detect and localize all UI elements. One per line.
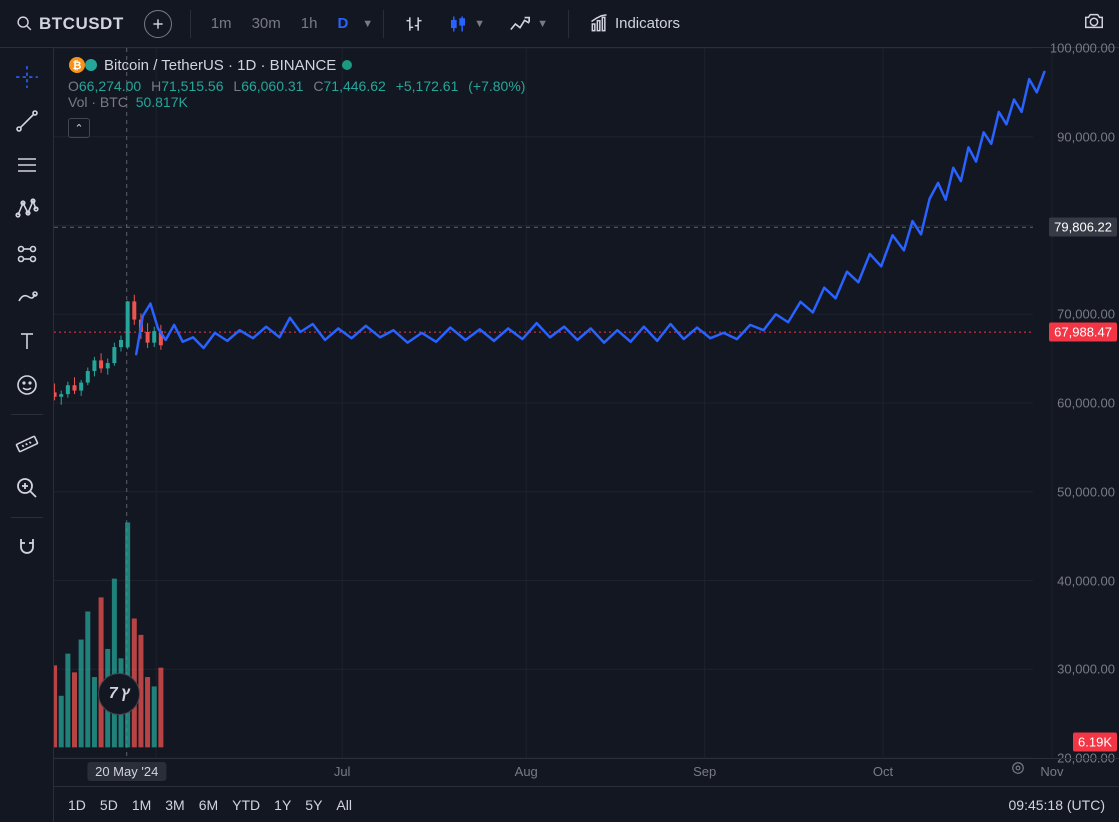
indicators-label: Indicators bbox=[615, 15, 680, 32]
divider bbox=[190, 10, 191, 38]
collapse-legend-button[interactable]: ⌃ bbox=[68, 118, 90, 138]
svg-text:₿: ₿ bbox=[73, 60, 82, 72]
y-tick-label: 70,000.00 bbox=[1057, 307, 1115, 322]
fib-tool[interactable] bbox=[6, 144, 48, 186]
chevron-down-icon[interactable]: ▼ bbox=[362, 18, 373, 30]
x-tick-label: Aug bbox=[515, 764, 538, 779]
x-tick-label: Nov bbox=[1040, 764, 1063, 779]
chevron-down-icon: ▼ bbox=[537, 18, 548, 30]
y-tick-label: 30,000.00 bbox=[1057, 662, 1115, 677]
divider bbox=[568, 10, 569, 38]
range-5Y[interactable]: 5Y bbox=[305, 797, 322, 813]
clock: 09:45:18 (UTC) bbox=[1009, 797, 1106, 813]
price-tag: 6.19K bbox=[1073, 733, 1117, 752]
price-tag: 67,988.47 bbox=[1049, 323, 1117, 342]
price-axis[interactable]: 20,000.0030,000.0040,000.0050,000.0060,0… bbox=[1033, 48, 1119, 758]
timeframe-D[interactable]: D bbox=[327, 9, 358, 38]
text-tool[interactable] bbox=[6, 320, 48, 362]
divider bbox=[383, 10, 384, 38]
timeframe-1h[interactable]: 1h bbox=[291, 9, 328, 38]
chevron-down-icon: ▼ bbox=[474, 18, 485, 30]
price-tag: 79,806.22 bbox=[1049, 218, 1117, 237]
y-tick-label: 40,000.00 bbox=[1057, 573, 1115, 588]
range-3M[interactable]: 3M bbox=[165, 797, 184, 813]
volume-row: Vol · BTC 50.817K bbox=[68, 94, 531, 110]
overlay-icon bbox=[84, 58, 98, 72]
y-tick-label: 50,000.00 bbox=[1057, 484, 1115, 499]
range-All[interactable]: All bbox=[336, 797, 352, 813]
toolbar-separator bbox=[11, 414, 43, 415]
range-YTD[interactable]: YTD bbox=[232, 797, 260, 813]
symbol-text: BTCUSDT bbox=[39, 14, 124, 34]
y-tick-label: 60,000.00 bbox=[1057, 396, 1115, 411]
line-type-button[interactable]: ▼ bbox=[499, 8, 558, 40]
axis-settings-button[interactable] bbox=[1009, 759, 1027, 782]
indicators-button[interactable]: Indicators bbox=[579, 8, 690, 40]
range-1Y[interactable]: 1Y bbox=[274, 797, 291, 813]
bar-type-button[interactable] bbox=[394, 8, 434, 40]
emoji-tool[interactable] bbox=[6, 364, 48, 406]
candle-type-button[interactable]: ▼ bbox=[438, 8, 495, 40]
timeframe-30m[interactable]: 30m bbox=[242, 9, 291, 38]
toolbar-separator bbox=[11, 517, 43, 518]
tradingview-logo[interactable]: 7 ץ bbox=[98, 673, 140, 715]
trend-line-tool[interactable] bbox=[6, 100, 48, 142]
chart-legend: ₿ Bitcoin / TetherUS · 1D · BINANCE O66,… bbox=[68, 56, 531, 138]
ruler-tool[interactable] bbox=[6, 423, 48, 465]
y-tick-label: 100,000.00 bbox=[1050, 41, 1115, 56]
top-toolbar: BTCUSDT 1m30m1hD ▼ ▼ ▼ Indicators bbox=[0, 0, 1119, 48]
timeframe-group: 1m30m1hD bbox=[201, 9, 359, 38]
market-status-dot bbox=[342, 60, 352, 70]
timeframe-1m[interactable]: 1m bbox=[201, 9, 242, 38]
range-1D[interactable]: 1D bbox=[68, 797, 86, 813]
snapshot-button[interactable] bbox=[1077, 4, 1111, 43]
range-1M[interactable]: 1M bbox=[132, 797, 151, 813]
x-tick-label: Sep bbox=[693, 764, 716, 779]
range-5D[interactable]: 5D bbox=[100, 797, 118, 813]
symbol-search[interactable]: BTCUSDT bbox=[8, 10, 132, 38]
x-crosshair-label: 20 May '24 bbox=[87, 762, 166, 781]
chart-pane[interactable]: ₿ Bitcoin / TetherUS · 1D · BINANCE O66,… bbox=[54, 48, 1119, 758]
x-tick-label: Jul bbox=[334, 764, 351, 779]
x-tick-label: Oct bbox=[873, 764, 893, 779]
magnet-tool[interactable] bbox=[6, 526, 48, 568]
crosshair-tool[interactable] bbox=[6, 56, 48, 98]
zoom-tool[interactable] bbox=[6, 467, 48, 509]
add-symbol-button[interactable] bbox=[144, 10, 172, 38]
pattern-tool[interactable] bbox=[6, 188, 48, 230]
range-6M[interactable]: 6M bbox=[199, 797, 218, 813]
y-tick-label: 90,000.00 bbox=[1057, 129, 1115, 144]
forecast-tool[interactable] bbox=[6, 232, 48, 274]
drawing-toolbar bbox=[0, 48, 54, 822]
ohlc-row: O66,274.00 H71,515.56 L66,060.31 C71,446… bbox=[68, 78, 531, 94]
range-bar: 1D 5D 1M 3M 6M YTD 1Y 5Y All 09:45:18 (UTC) bbox=[54, 786, 1119, 822]
search-icon bbox=[16, 15, 33, 32]
brush-tool[interactable] bbox=[6, 276, 48, 318]
chart-canvas bbox=[54, 48, 1119, 758]
time-axis[interactable]: JunJulAugSepOctNov20 May '24 bbox=[54, 758, 1119, 786]
legend-title: Bitcoin / TetherUS · 1D · BINANCE bbox=[104, 57, 336, 74]
